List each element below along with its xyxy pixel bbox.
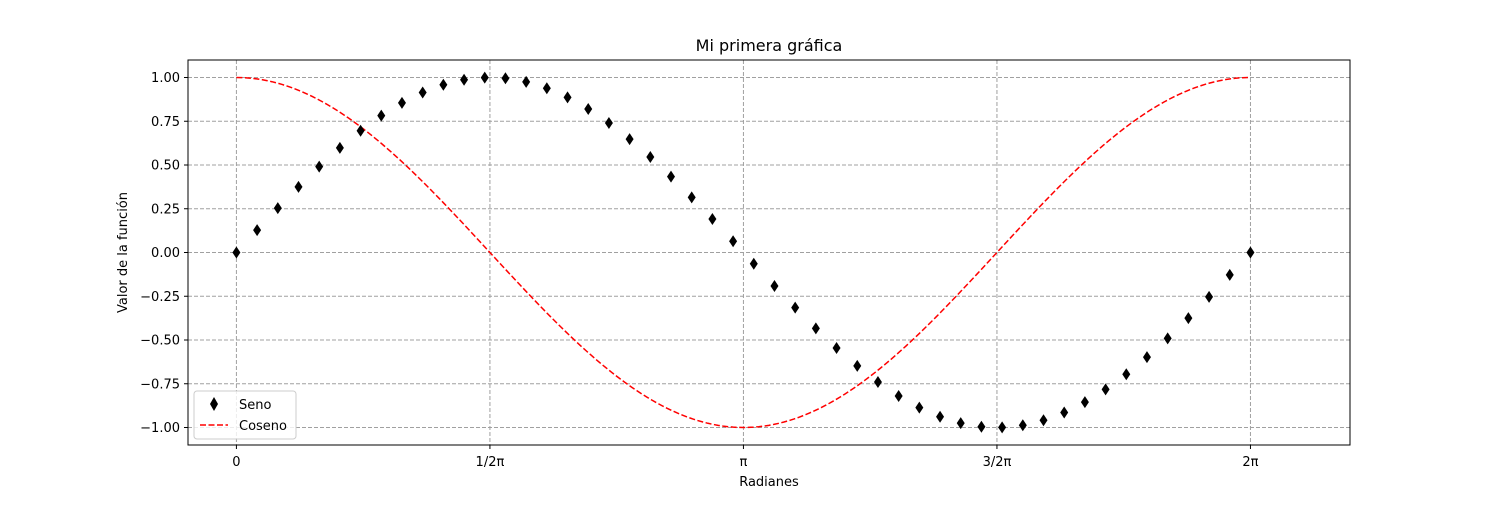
y-tick-label: 0.75 — [151, 115, 180, 130]
seno-point — [460, 73, 469, 86]
y-tick-label: 1.00 — [151, 71, 180, 86]
axis-ticks: 0 1/2π π 3/2π 2π 1.00 0.75 0.50 0.25 0.00 −0.25 −0.… — [140, 71, 1259, 470]
seno-point — [873, 376, 882, 389]
x-tick-label: 0 — [232, 455, 240, 470]
seno-point — [749, 257, 758, 270]
y-tick-label: 0.50 — [151, 159, 180, 174]
legend-box — [193, 390, 297, 440]
seno-point — [1225, 268, 1234, 281]
seno-point — [853, 359, 862, 372]
seno-point — [604, 116, 613, 129]
x-axis-label: Radianes — [739, 475, 799, 490]
y-tick-label: −1.00 — [140, 421, 180, 436]
y-tick-label: −0.50 — [140, 334, 180, 349]
seno-point — [667, 170, 676, 183]
seno-point — [1184, 312, 1193, 325]
seno-point — [770, 279, 779, 292]
seno-point — [232, 246, 241, 259]
y-axis-label: Valor de la función — [116, 192, 131, 313]
y-tick-label: −0.75 — [140, 377, 180, 392]
seno-point — [729, 235, 738, 248]
seno-point — [418, 86, 427, 99]
grid — [188, 60, 1350, 445]
seno-point — [1060, 406, 1069, 419]
seno-point — [439, 78, 448, 91]
y-tick-label: −0.25 — [140, 290, 180, 305]
seno-point — [1039, 414, 1048, 427]
seno-point — [791, 301, 800, 314]
legend-seno-marker — [210, 397, 218, 411]
seno-point — [315, 160, 324, 173]
seno-point — [977, 420, 986, 433]
seno-point — [625, 133, 634, 146]
seno-point — [708, 213, 717, 226]
seno-point — [356, 124, 365, 137]
seno-point — [1246, 246, 1255, 259]
x-tick-label: π — [740, 455, 748, 470]
seno-point — [1205, 290, 1214, 303]
seno-point — [998, 421, 1007, 434]
seno-point — [584, 102, 593, 115]
seno-point — [542, 82, 551, 95]
coseno-series-line — [236, 76, 1251, 429]
seno-point — [811, 322, 820, 335]
seno-point — [522, 75, 531, 88]
seno-point — [1101, 383, 1110, 396]
seno-point — [294, 180, 303, 193]
seno-point — [253, 224, 262, 237]
seno-point — [1163, 332, 1172, 345]
seno-point — [335, 141, 344, 154]
seno-point — [915, 401, 924, 414]
seno-point — [563, 91, 572, 104]
seno-point — [894, 390, 903, 403]
seno-point — [1018, 419, 1027, 432]
seno-point — [377, 109, 386, 122]
legend-coseno-label: Coseno — [239, 419, 287, 434]
y-tick-label: 0.25 — [151, 202, 180, 217]
legend: Seno Coseno — [193, 390, 297, 440]
seno-point — [646, 151, 655, 164]
seno-point — [956, 417, 965, 430]
seno-point — [480, 71, 489, 84]
x-tick-label: 2π — [1242, 455, 1258, 470]
x-tick-label: 3/2π — [983, 455, 1012, 470]
seno-point — [832, 341, 841, 354]
y-tick-label: 0.00 — [151, 246, 180, 261]
x-tick-label: 1/2π — [476, 455, 505, 470]
legend-seno-label: Seno — [239, 398, 271, 413]
seno-point — [397, 96, 406, 109]
seno-point — [936, 410, 945, 423]
chart-title: Mi primera gráfica — [696, 36, 843, 55]
seno-point — [273, 202, 282, 215]
seno-point — [1122, 368, 1131, 381]
seno-point — [1142, 351, 1151, 364]
seno-point — [501, 72, 510, 85]
series-layer — [232, 71, 1255, 434]
seno-point — [1080, 396, 1089, 409]
seno-point — [687, 191, 696, 204]
